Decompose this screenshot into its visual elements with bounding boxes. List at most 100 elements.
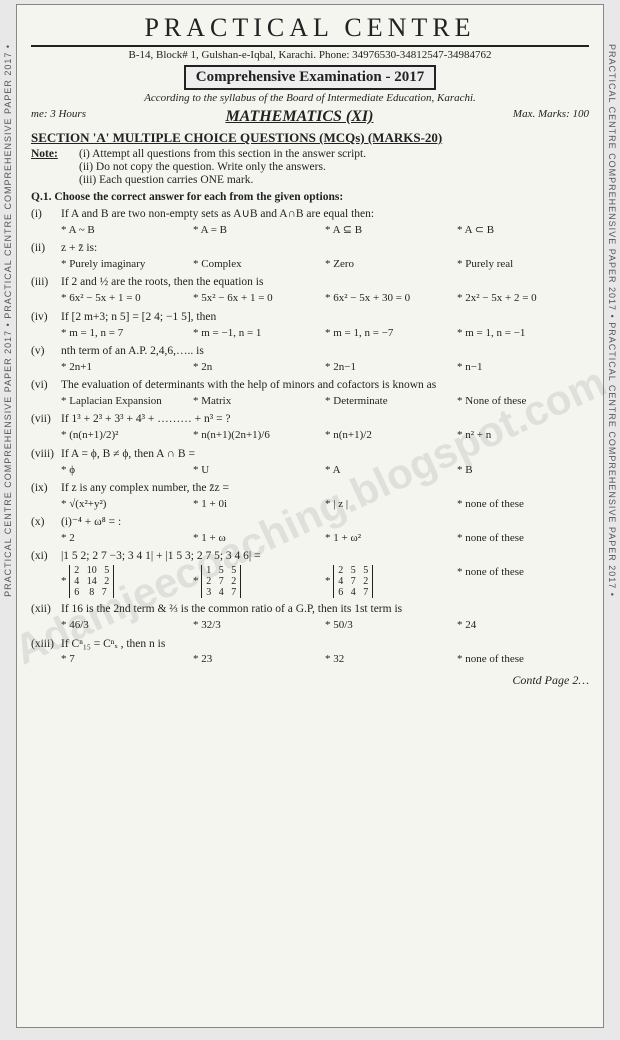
- continued-label: Contd Page 2…: [31, 673, 589, 688]
- question-options: * 46/3* 32/3* 50/3* 24: [31, 618, 589, 632]
- question-options: * Purely imaginary* Complex* Zero* Purel…: [31, 257, 589, 271]
- option: * 2 10 54 14 26 8 7: [61, 565, 193, 598]
- question-item: (vi)The evaluation of determinants with …: [31, 378, 589, 408]
- question-item: (xiii)If Cⁿ₁₅ = Cⁿₓ , then n is* 7* 23* …: [31, 637, 589, 667]
- question-item: (viii)If A = ϕ, B ≠ ϕ, then A ∩ B =* ϕ* …: [31, 447, 589, 477]
- question-options: * 2 10 54 14 26 8 7* 1 5 52 7 23 4 7* 2 …: [31, 565, 589, 598]
- option: * 2n−1: [325, 360, 457, 374]
- question-item: (xii)If 16 is the 2nd term & ⅔ is the co…: [31, 602, 589, 632]
- side-text-left: PRACTICAL CENTRE COMPREHENSIVE PAPER 201…: [3, 44, 13, 597]
- option: * Purely imaginary: [61, 257, 193, 271]
- option: * 6x² − 5x + 1 = 0: [61, 291, 193, 305]
- question-text: (xii)If 16 is the 2nd term & ⅔ is the co…: [31, 602, 589, 617]
- question-text: (iii)If 2 and ½ are the roots, then the …: [31, 275, 589, 290]
- question-options: * √(x²+y²)* 1 + 0i* | z |* none of these: [31, 497, 589, 511]
- option: * 1 5 52 7 23 4 7: [193, 565, 325, 598]
- option: * Laplacian Expansion: [61, 394, 193, 408]
- option: * (n(n+1)/2)²: [61, 428, 193, 442]
- question-text: (iv)If [2 m+3; n 5] = [2 4; −1 5], then: [31, 310, 589, 325]
- time-label: me: 3 Hours: [31, 108, 86, 126]
- option: * none of these: [457, 565, 589, 598]
- question-options: * A ~ B* A = B* A ⊆ B* A ⊂ B: [31, 223, 589, 237]
- max-marks: Max. Marks: 100: [513, 108, 589, 126]
- option: * m = −1, n = 1: [193, 326, 325, 340]
- question-options: * (n(n+1)/2)²* n(n+1)(2n+1)/6* n(n+1)/2*…: [31, 428, 589, 442]
- question-text: (vii)If 1³ + 2³ + 3³ + 4³ + ……… + n³ = ?: [31, 412, 589, 427]
- side-text-right: PRACTICAL CENTRE COMPREHENSIVE PAPER 201…: [607, 44, 617, 597]
- option: * m = 1, n = −1: [457, 326, 589, 340]
- q1-instruction: Q.1. Choose the correct answer for each …: [31, 191, 589, 203]
- option: * 23: [193, 652, 325, 666]
- option: * n−1: [457, 360, 589, 374]
- option: * m = 1, n = 7: [61, 326, 193, 340]
- note-2: (ii) Do not copy the question. Write onl…: [79, 161, 589, 173]
- option: * none of these: [457, 531, 589, 545]
- option: * 5x² − 6x + 1 = 0: [193, 291, 325, 305]
- option: * n² + n: [457, 428, 589, 442]
- option: * 1 + ω²: [325, 531, 457, 545]
- address-line: B-14, Block# 1, Gulshan-e-Iqbal, Karachi…: [31, 49, 589, 61]
- question-options: * m = 1, n = 7* m = −1, n = 1* m = 1, n …: [31, 326, 589, 340]
- question-text: (ix)If z is any complex number, the z̄z …: [31, 481, 589, 496]
- note-label: Note:: [31, 148, 79, 187]
- question-options: * Laplacian Expansion* Matrix* Determina…: [31, 394, 589, 408]
- option: * A: [325, 463, 457, 477]
- option: * m = 1, n = −7: [325, 326, 457, 340]
- option: * B: [457, 463, 589, 477]
- option: * 50/3: [325, 618, 457, 632]
- question-options: * 7* 23* 32* none of these: [31, 652, 589, 666]
- option: * 1 + ω: [193, 531, 325, 545]
- question-options: * 2* 1 + ω* 1 + ω²* none of these: [31, 531, 589, 545]
- option: * 2x² − 5x + 2 = 0: [457, 291, 589, 305]
- question-text: (ii)z + z̄ is:: [31, 241, 589, 256]
- question-text: (x)(i)⁻⁴ + ω⁸ = :: [31, 515, 589, 530]
- exam-page: Adamjeecoaching.blogspot.com PRACTICAL C…: [16, 4, 604, 1028]
- option: * Zero: [325, 257, 457, 271]
- option: * 32: [325, 652, 457, 666]
- note-1: (i) Attempt all questions from this sect…: [79, 148, 589, 160]
- option: * 1 + 0i: [193, 497, 325, 511]
- section-a-header: SECTION 'A' MULTIPLE CHOICE QUESTIONS (M…: [31, 130, 589, 146]
- option: * 24: [457, 618, 589, 632]
- option: * 2: [61, 531, 193, 545]
- option: * 2n: [193, 360, 325, 374]
- syllabus-note: According to the syllabus of the Board o…: [31, 92, 589, 104]
- option: * Complex: [193, 257, 325, 271]
- option: * Determinate: [325, 394, 457, 408]
- option: * n(n+1)/2: [325, 428, 457, 442]
- option: * n(n+1)(2n+1)/6: [193, 428, 325, 442]
- option: * A = B: [193, 223, 325, 237]
- question-item: (xi)|1 5 2; 2 7 −3; 3 4 1| + |1 5 3; 2 7…: [31, 549, 589, 598]
- question-item: (ii)z + z̄ is:* Purely imaginary* Comple…: [31, 241, 589, 271]
- option: * 32/3: [193, 618, 325, 632]
- questions-list: (i)If A and B are two non-empty sets as …: [31, 207, 589, 667]
- question-item: (vii)If 1³ + 2³ + 3³ + 4³ + ……… + n³ = ?…: [31, 412, 589, 442]
- option: * Purely real: [457, 257, 589, 271]
- option: * A ~ B: [61, 223, 193, 237]
- question-options: * 6x² − 5x + 1 = 0* 5x² − 6x + 1 = 0* 6x…: [31, 291, 589, 305]
- question-item: (i)If A and B are two non-empty sets as …: [31, 207, 589, 237]
- exam-name-box: Comprehensive Examination - 2017: [184, 65, 436, 90]
- question-item: (iv)If [2 m+3; n 5] = [2 4; −1 5], then*…: [31, 310, 589, 340]
- question-text: (viii)If A = ϕ, B ≠ ϕ, then A ∩ B =: [31, 447, 589, 462]
- note-body: (i) Attempt all questions from this sect…: [79, 148, 589, 187]
- question-text: (v)nth term of an A.P. 2,4,6,….. is: [31, 344, 589, 359]
- question-options: * ϕ* U* A* B: [31, 463, 589, 477]
- option: * ϕ: [61, 463, 193, 477]
- option: * A ⊂ B: [457, 223, 589, 237]
- option: * None of these: [457, 394, 589, 408]
- option: * √(x²+y²): [61, 497, 193, 511]
- option: * 2 5 54 7 26 4 7: [325, 565, 457, 598]
- option: * none of these: [457, 652, 589, 666]
- question-item: (x)(i)⁻⁴ + ω⁸ = :* 2* 1 + ω* 1 + ω²* non…: [31, 515, 589, 545]
- note-3: (iii) Each question carries ONE mark.: [79, 174, 589, 186]
- question-item: (iii)If 2 and ½ are the roots, then the …: [31, 275, 589, 305]
- subject-title: MATHEMATICS (XI): [86, 108, 513, 126]
- question-text: (vi)The evaluation of determinants with …: [31, 378, 589, 393]
- question-text: (i)If A and B are two non-empty sets as …: [31, 207, 589, 222]
- option: * Matrix: [193, 394, 325, 408]
- option: * | z |: [325, 497, 457, 511]
- question-text: (xi)|1 5 2; 2 7 −3; 3 4 1| + |1 5 3; 2 7…: [31, 549, 589, 564]
- option: * U: [193, 463, 325, 477]
- option: * 46/3: [61, 618, 193, 632]
